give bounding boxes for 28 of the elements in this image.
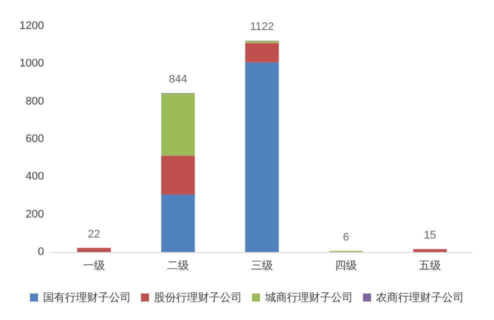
legend-label: 城商行理财子公司 (264, 291, 353, 304)
y-tick-label: 0 (38, 246, 44, 258)
x-tick-label: 四级 (335, 259, 357, 272)
y-tick-label: 800 (26, 95, 44, 108)
bar (161, 194, 195, 252)
total-label: 6 (342, 231, 350, 244)
total-label: 15 (424, 230, 436, 242)
bar (161, 93, 195, 156)
bar (245, 43, 279, 62)
total-label: 844 (168, 74, 188, 86)
y-tick-label: 200 (26, 208, 44, 220)
total-label: 1122 (250, 21, 274, 34)
y-tick-label: 1200 (20, 20, 44, 32)
legend-label: 国有行理财子公司 (43, 291, 131, 304)
total-label: 22 (88, 228, 100, 240)
legend-label: 股份行理财子公司 (154, 291, 242, 304)
legend-label: 农商行理财子公司 (376, 291, 464, 304)
bar (245, 62, 279, 252)
x-tick-label: 二级 (167, 259, 189, 272)
x-tick-label: 一级 (83, 259, 105, 272)
y-tick-label: 600 (26, 133, 44, 145)
bar (413, 249, 447, 252)
bar (77, 248, 111, 252)
y-tick-label: 1000 (20, 58, 44, 70)
bar (161, 156, 195, 195)
x-tick-label: 三级 (251, 259, 273, 272)
y-tick-label: 400 (26, 170, 44, 183)
x-tick-label: 五级 (419, 259, 441, 272)
